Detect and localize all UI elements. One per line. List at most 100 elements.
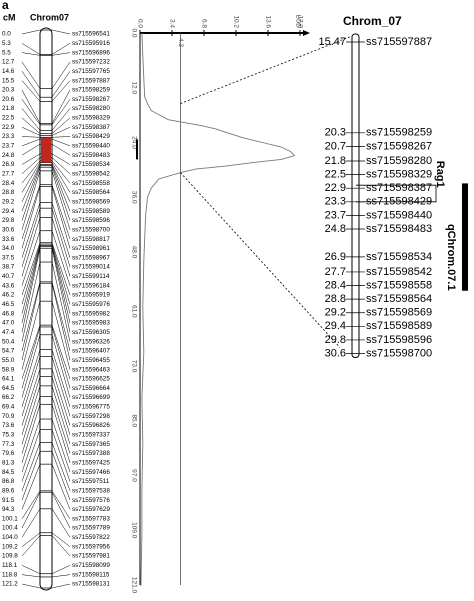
cm-label: 5.3 (2, 40, 11, 47)
connector (51, 170, 71, 230)
connector (21, 80, 41, 102)
marker-name: ss715596699 (72, 394, 110, 401)
marker-name: ss715595976 (72, 301, 110, 308)
marker-name: ss715598115 (72, 571, 110, 578)
qtl-label: qChrom.07.1 (445, 224, 457, 291)
cm-label: 43.6 (2, 282, 15, 289)
connector (21, 29, 41, 35)
connector (51, 404, 71, 463)
connector (21, 565, 41, 574)
connector (51, 356, 71, 417)
cm-label: 29.8 (2, 217, 15, 224)
marker-name: ss715597425 (72, 459, 110, 466)
cm-label: 109.8 (2, 553, 18, 560)
cm-label: 30.6 (325, 347, 346, 359)
marker-name: ss715595916 (72, 40, 110, 47)
marker-name: ss715596184 (72, 282, 110, 289)
connector (21, 167, 41, 221)
cm-label: 24.8 (325, 223, 346, 235)
marker-name: ss715597789 (72, 525, 110, 532)
connector (51, 349, 71, 407)
cm-label: 100.1 (2, 515, 18, 522)
cm-label: 22.9 (2, 124, 15, 131)
marker-name: ss715598440 (366, 209, 432, 221)
cm-label: 64.5 (2, 385, 15, 392)
marker-name: ss715598131 (72, 581, 110, 588)
marker-name: ss715598589 (72, 208, 110, 215)
chromosome-zoom (351, 33, 360, 359)
connector (51, 99, 71, 125)
connector (51, 385, 71, 445)
connector (21, 61, 41, 89)
connector (51, 535, 71, 557)
cm-label: 46.5 (2, 301, 15, 308)
connector (21, 230, 41, 286)
cm-label: 91.5 (2, 497, 15, 504)
y-tick-label: 36.0 (130, 191, 137, 204)
connector (51, 418, 71, 473)
marker-name: ss715597466 (72, 469, 110, 476)
connector (21, 246, 41, 324)
cm-label: 33.6 (2, 236, 15, 243)
connector (51, 248, 71, 333)
marker-name: ss715598564 (72, 189, 110, 196)
marker-name: ss715597337 (72, 432, 110, 439)
cm-label: 73.6 (2, 422, 15, 429)
connector (51, 117, 71, 134)
connector (21, 117, 41, 134)
cm-label: 23.7 (2, 143, 15, 150)
connector (51, 208, 71, 268)
cm-label: 75.3 (2, 432, 15, 439)
connector (21, 535, 41, 557)
y-tick-label: 97.0 (130, 469, 137, 482)
marker-name: ss715597822 (72, 534, 110, 541)
marker-name: ss715598534 (72, 161, 110, 168)
marker-name: ss715596896 (72, 49, 110, 56)
y-tick-label: 121.0 (130, 577, 137, 594)
connector (51, 89, 71, 124)
connector (21, 186, 41, 249)
connector (51, 71, 71, 98)
connector (21, 170, 41, 230)
marker-name: ss715597388 (72, 450, 110, 457)
cm-label: 14.6 (2, 68, 15, 75)
marker-name: ss715596625 (72, 376, 110, 383)
connector (21, 464, 41, 510)
marker-name: ss715598259 (72, 87, 110, 94)
marker-name: ss715598099 (72, 562, 110, 569)
connector (51, 217, 71, 277)
connector (21, 396, 41, 454)
marker-name: ss715598961 (72, 245, 110, 252)
threshold-label: 4.3 (177, 38, 184, 47)
cm-label: 89.6 (2, 487, 15, 494)
marker-name: ss715598569 (366, 307, 432, 319)
x-tick-label: 13.6 (264, 15, 271, 28)
marker-name: ss715597298 (72, 413, 110, 420)
marker-name: ss715596326 (72, 338, 110, 345)
marker-name: ss715598534 (366, 251, 432, 263)
marker-name: ss715596455 (72, 357, 110, 364)
connector (51, 126, 71, 136)
marker-name: ss715599114 (72, 273, 110, 280)
connector (21, 217, 41, 277)
cm-label: 28.4 (325, 279, 346, 291)
cm-label: 40.7 (2, 273, 15, 280)
cm-label: 27.7 (325, 266, 346, 278)
cm-label: 27.7 (2, 171, 15, 178)
connector (51, 245, 71, 314)
connector (51, 325, 71, 379)
cm-label: 29.4 (2, 208, 15, 215)
connector (21, 244, 41, 305)
connector (51, 153, 71, 165)
connector (21, 429, 41, 482)
connector (21, 326, 41, 389)
marker-name: ss715598967 (72, 254, 110, 261)
connector (51, 143, 71, 156)
connector (51, 108, 71, 131)
marker-name: ss715596463 (72, 366, 110, 373)
cm-header: cM (3, 12, 16, 22)
qtl-region (41, 137, 51, 163)
cm-label: 29.2 (325, 307, 346, 319)
cm-label: 20.3 (2, 87, 15, 94)
cm-label: 121.2 (2, 581, 18, 588)
